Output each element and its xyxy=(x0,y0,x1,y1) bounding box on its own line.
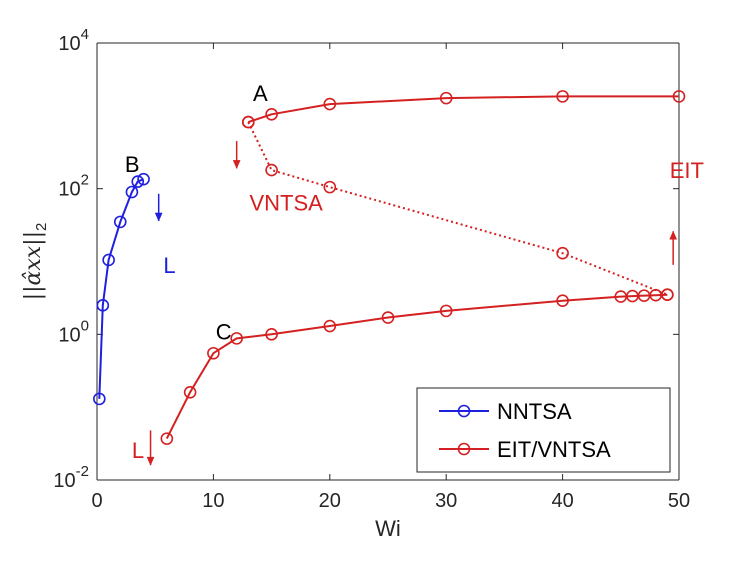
legend-box xyxy=(416,387,671,473)
x-tick-label: 50 xyxy=(668,490,690,512)
series-marker-1 xyxy=(265,107,278,121)
x-tick-label: 10 xyxy=(202,490,224,512)
annotation-label: A xyxy=(253,81,268,106)
series-marker-3 xyxy=(439,304,453,318)
y-tick-label: 10-2 xyxy=(53,463,89,492)
legend-marker xyxy=(457,404,471,418)
series-line-1 xyxy=(247,95,679,124)
series-line-0 xyxy=(98,178,144,399)
annotation-label: L xyxy=(132,438,144,463)
series-marker-1 xyxy=(672,90,686,103)
series-layer xyxy=(93,90,686,445)
legend-marker xyxy=(457,442,471,456)
x-tick-label: 40 xyxy=(551,490,573,512)
series-marker-2 xyxy=(242,115,255,129)
series-marker-2 xyxy=(323,180,337,194)
series-line-2 xyxy=(247,121,668,296)
annotation-label: EIT xyxy=(670,158,704,183)
series-line-3 xyxy=(165,293,668,440)
series-marker-3 xyxy=(160,432,174,445)
series-marker-2 xyxy=(265,163,278,177)
series-marker-0 xyxy=(137,172,150,186)
x-tick-label: 20 xyxy=(319,490,341,512)
series-marker-0 xyxy=(131,175,145,188)
y-axis-label: ||α̂xx||2 xyxy=(21,223,50,301)
axes: 0 10 20 30 40 50 10-2 100 102 104 Wi ||α̂xx||2 xyxy=(21,26,690,541)
series-marker-3 xyxy=(207,346,220,360)
series-marker-0 xyxy=(102,253,115,267)
legend-label: NNTSA xyxy=(497,399,572,424)
x-tick-label: 0 xyxy=(91,490,102,512)
annotation-arrow-head xyxy=(232,160,241,169)
series-marker-0 xyxy=(125,185,139,199)
series-marker-0 xyxy=(96,299,110,312)
y-tick-label: 102 xyxy=(58,172,89,201)
annotation-label: B xyxy=(125,152,140,177)
x-tick-label: 30 xyxy=(435,490,457,512)
series-marker-3 xyxy=(183,385,197,399)
series-marker-1 xyxy=(439,91,453,105)
series-marker-3 xyxy=(230,332,243,345)
series-marker-1 xyxy=(556,90,569,103)
annotation-arrow-head xyxy=(146,456,155,466)
legend: NNTSA EIT/VNTSA xyxy=(416,387,671,473)
annotation-label: C xyxy=(216,319,232,344)
series-marker-0 xyxy=(93,392,106,406)
annotation-arrow-head xyxy=(669,230,678,240)
legend-label: EIT/VNTSA xyxy=(497,437,611,462)
series-marker-1 xyxy=(323,97,337,111)
series-marker-2 xyxy=(556,246,569,260)
annotation-arrow-head xyxy=(154,212,163,222)
series-marker-3 xyxy=(265,328,278,341)
annotation-label: L xyxy=(163,253,175,278)
series-marker-0 xyxy=(113,215,127,229)
series-marker-3 xyxy=(323,319,337,333)
series-marker-3 xyxy=(556,294,569,307)
y-tick-label: 100 xyxy=(58,317,89,346)
x-axis-label: Wi xyxy=(375,516,401,541)
series-marker-3 xyxy=(381,311,395,324)
y-tick-label: 104 xyxy=(58,26,89,55)
series-marker-3 xyxy=(661,288,674,302)
annotation-layer: A B C VNTSA L EIT L xyxy=(125,81,704,466)
annotation-label: VNTSA xyxy=(249,191,323,216)
